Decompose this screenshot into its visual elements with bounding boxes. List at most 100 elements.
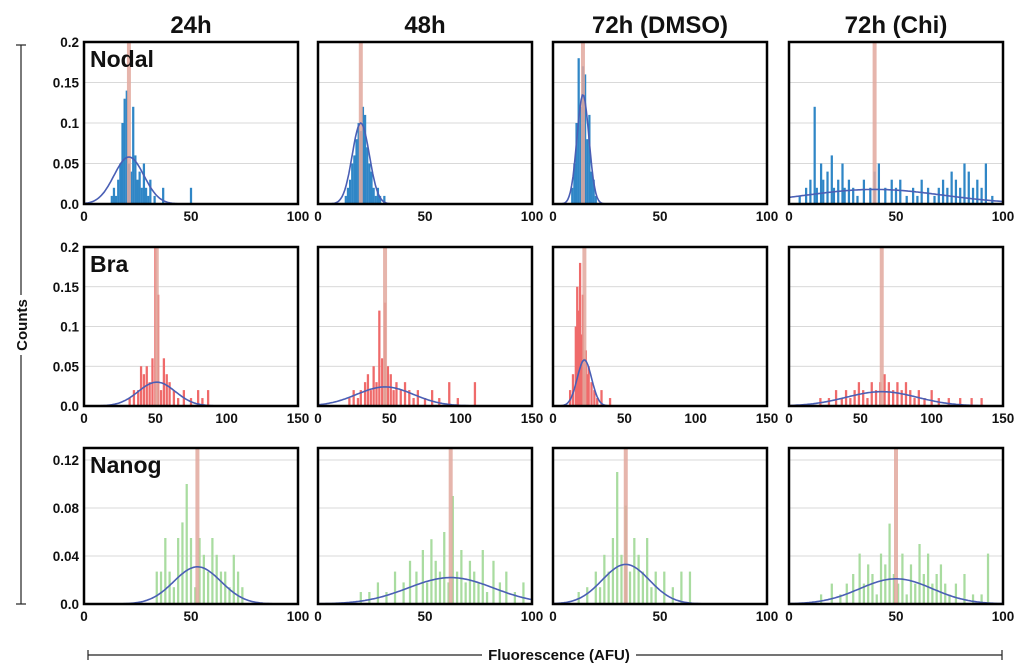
panel-bra-3: 0 50 100 150	[785, 245, 1014, 426]
histogram-bar	[980, 594, 983, 604]
histogram-bar	[219, 571, 223, 604]
histogram-bar	[611, 538, 615, 604]
histogram-bar	[423, 398, 427, 406]
histogram-bar	[819, 163, 823, 204]
histogram-bar	[159, 571, 163, 604]
gaussian-fit-curve	[788, 578, 1004, 605]
histogram-bar	[142, 163, 146, 204]
histogram-bar	[862, 583, 866, 604]
y-axis-label: Counts	[14, 299, 31, 351]
y-tick-label: 0.15	[53, 76, 80, 91]
panel-nodal-1: 48h 0 50 100	[314, 12, 543, 224]
x-axis-bracket: Fluorescence (AFU)	[87, 644, 1003, 666]
histogram-bar	[628, 571, 632, 604]
x-tick-label: 50	[382, 411, 397, 426]
panel-frame	[82, 446, 300, 606]
row-label: Nanog	[90, 452, 162, 478]
x-tick-label: 100	[684, 411, 707, 426]
histogram-bar	[900, 390, 903, 406]
histogram-bar	[847, 179, 851, 204]
histogram-bar	[372, 366, 375, 406]
median-line	[448, 448, 453, 604]
histogram-bar	[852, 574, 855, 604]
y-tick-label: 0.2	[60, 35, 79, 50]
histogram-bar	[165, 374, 168, 406]
histogram-bar	[376, 582, 380, 604]
histogram-bar	[164, 538, 167, 604]
x-tick-label: 0	[314, 209, 322, 224]
y-tick-label: 0.1	[60, 320, 79, 335]
histogram-bar	[369, 390, 372, 406]
histogram-bar	[172, 587, 176, 604]
histogram-bar	[853, 390, 856, 406]
histogram-bar	[892, 390, 895, 406]
histogram-bar	[421, 550, 424, 604]
histogram-bar	[959, 398, 962, 406]
histogram-bar	[438, 571, 442, 604]
histogram-bar	[110, 195, 113, 204]
histogram-bar	[577, 310, 580, 406]
histogram-bar	[363, 382, 367, 406]
histogram-bar	[899, 179, 902, 204]
x-tick-label: 100	[756, 209, 779, 224]
x-tick-label: 150	[521, 411, 544, 426]
histogram-bar	[980, 187, 983, 204]
histogram-bar	[392, 390, 395, 406]
column-title: 72h (Chi)	[845, 12, 948, 39]
x-tick-label: 100	[287, 209, 310, 224]
histogram-bar	[879, 553, 883, 604]
histogram-bar	[841, 163, 844, 204]
histogram-bar	[830, 583, 833, 604]
histogram-bar	[909, 390, 912, 406]
histogram-bar	[862, 390, 865, 406]
median-line	[383, 247, 388, 406]
histogram-bar	[905, 594, 908, 604]
histogram-bar	[168, 571, 171, 604]
histogram-bar	[888, 523, 891, 604]
histogram-bar	[608, 398, 612, 406]
histogram-bar	[393, 571, 397, 604]
histogram-bar	[884, 564, 887, 604]
x-tick-label: 0	[80, 411, 88, 426]
histogram-bar	[819, 594, 823, 604]
histogram-bar	[415, 571, 418, 604]
histogram-bar	[680, 571, 683, 604]
histogram-bar	[129, 171, 133, 204]
y-tick-label: 0.12	[53, 453, 79, 468]
histogram-bar	[586, 374, 589, 406]
row-label: Bra	[90, 251, 129, 277]
histogram-bar	[594, 571, 597, 604]
histogram-bar	[870, 382, 873, 406]
histogram-bar	[455, 571, 459, 604]
histogram-bar	[587, 366, 590, 406]
x-tick-label: 100	[215, 411, 238, 426]
histogram-bar	[573, 163, 576, 204]
histogram-bar	[607, 571, 610, 604]
histogram-bar	[834, 390, 838, 406]
column-title: 72h (DMSO)	[592, 12, 728, 39]
x-tick-label: 50	[853, 411, 868, 426]
histogram-bar	[132, 106, 135, 204]
histogram-bar	[168, 382, 171, 406]
histogram-bar	[383, 195, 386, 204]
histogram-bar	[386, 366, 390, 406]
x-tick-label: 50	[183, 209, 198, 224]
gaussian-fit-curve	[552, 563, 767, 605]
panel-frame	[316, 40, 534, 206]
x-tick-label: 50	[617, 411, 632, 426]
histogram-bar	[663, 571, 666, 604]
x-tick-label: 0	[785, 411, 793, 426]
histogram-bar	[574, 326, 577, 406]
x-tick-label: 0	[80, 209, 88, 224]
histogram-bar	[641, 571, 645, 604]
histogram-bar	[971, 594, 975, 604]
histogram-bar	[211, 538, 214, 604]
histogram-bar	[620, 554, 623, 604]
histogram-bar	[468, 560, 472, 604]
histogram-bar	[448, 382, 451, 406]
histogram-bar	[963, 163, 966, 204]
x-tick-label: 100	[992, 609, 1015, 624]
histogram-bar	[139, 366, 143, 406]
histogram-bar	[596, 398, 599, 406]
x-tick-label: 100	[521, 209, 544, 224]
